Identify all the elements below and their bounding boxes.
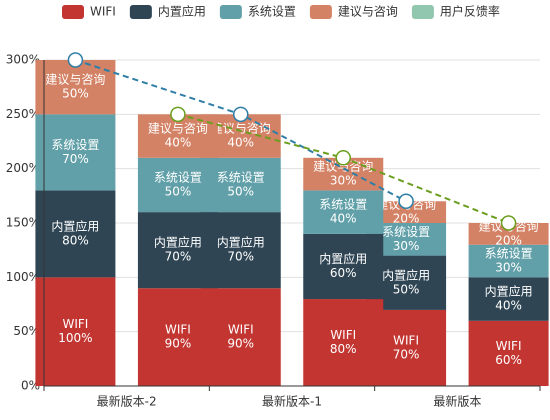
y-tick-label: 50%: [13, 324, 40, 338]
bar-series-label: 内置应用: [382, 267, 430, 282]
bar-series-label: 系统设置: [154, 170, 202, 184]
legend-label: 建议与咨询: [338, 4, 398, 19]
bar-series-label: WIFI: [62, 317, 88, 331]
bar-value-label: 90%: [165, 337, 192, 351]
bar-segment: [35, 277, 116, 386]
legend-label: 用户反馈率: [440, 4, 500, 19]
x-tick-label: 最新版本-2: [97, 394, 157, 409]
bar-series-label: 系统设置: [485, 247, 533, 261]
bar-series-label: 建议与咨询: [211, 121, 271, 136]
bar-value-label: 70%: [393, 347, 420, 361]
bar-value-label: 90%: [227, 337, 254, 351]
legend-label: 内置应用: [158, 4, 206, 19]
legend-swatch: [411, 5, 434, 19]
y-tick-label: 0%: [21, 379, 40, 393]
bar-series-label: WIFI: [228, 323, 254, 337]
bar-series-label: 内置应用: [217, 235, 265, 250]
bar-value-label: 40%: [165, 136, 192, 150]
bar-value-label: 60%: [495, 353, 522, 367]
bar-value-label: 80%: [330, 342, 357, 356]
bar-value-label: 50%: [62, 87, 89, 101]
y-tick-label: 300%: [6, 53, 40, 67]
bar-value-label: 50%: [227, 184, 254, 198]
bar-series-label: 内置应用: [319, 251, 367, 266]
line-marker: [232, 106, 249, 123]
bar-segment: [35, 114, 116, 191]
bar-segment: [35, 60, 116, 115]
bar-segment: [303, 299, 384, 386]
bar-segment: [468, 244, 549, 278]
bar-series-label: 内置应用: [485, 284, 533, 299]
bar-value-label: 40%: [330, 212, 357, 226]
bar-value-label: 30%: [495, 261, 522, 275]
bar-value-label: 30%: [330, 174, 357, 188]
legend-swatch: [309, 5, 332, 19]
bar-segment: [303, 190, 384, 234]
bar-value-label: 30%: [393, 239, 420, 253]
bar-series-label: WIFI: [496, 339, 522, 353]
bar-value-label: 20%: [393, 212, 420, 226]
bar-segment: [137, 288, 218, 386]
bar-series-label: 系统设置: [217, 170, 265, 184]
bar-series-label: 系统设置: [51, 138, 99, 152]
line-marker: [170, 106, 186, 123]
bar-value-label: 100%: [58, 331, 92, 345]
bar-series-label: WIFI: [165, 323, 191, 337]
bar-value-label: 80%: [62, 233, 89, 247]
bar-series-label: 内置应用: [154, 235, 202, 250]
bar-value-label: 40%: [227, 136, 254, 150]
bar-series-label: WIFI: [393, 333, 419, 347]
legend-swatch: [219, 5, 242, 19]
bar-series-label: WIFI: [330, 328, 356, 342]
bar-series-label: 系统设置: [382, 225, 430, 239]
x-tick-label: 最新版本-1: [262, 394, 322, 409]
legend-label: WIFI: [90, 5, 116, 19]
bar-segment: [137, 212, 218, 289]
bar-value-label: 70%: [62, 152, 89, 166]
y-tick-label: 250%: [6, 107, 40, 121]
bar-value-label: 20%: [495, 233, 522, 247]
bar-value-label: 50%: [393, 282, 420, 296]
bar-segment: [137, 157, 218, 213]
bar-segment: [468, 277, 549, 321]
bar-series-label: 建议与咨询: [313, 159, 373, 174]
bar-segment: [468, 223, 549, 245]
bar-value-label: 70%: [227, 250, 254, 264]
y-tick-label: 150%: [6, 216, 40, 230]
bar-value-label: 60%: [330, 266, 357, 280]
bar-series-label: 建议与咨询: [148, 121, 208, 136]
bar-series-label: 系统设置: [319, 198, 367, 212]
legend-swatch: [62, 5, 84, 19]
y-tick-label: 200%: [6, 161, 40, 175]
bar-segment: [35, 190, 116, 278]
legend-swatch: [129, 5, 152, 19]
bar-segment: [366, 201, 447, 223]
line-marker: [398, 193, 414, 210]
line-marker: [67, 52, 84, 68]
x-tick-label: 最新版本: [433, 394, 481, 409]
bar-value-label: 40%: [495, 299, 522, 313]
line-marker: [500, 215, 517, 231]
bar-series-label: 建议与咨询: [45, 72, 105, 87]
legend-label: 系统设置: [248, 5, 296, 19]
bar-value-label: 70%: [165, 250, 192, 264]
bar-value-label: 50%: [165, 184, 192, 198]
line-marker: [335, 150, 352, 166]
y-tick-label: 100%: [6, 270, 40, 284]
bar-segment: [303, 233, 384, 300]
bar-segment: [468, 320, 549, 386]
bar-series-label: 内置应用: [51, 218, 99, 233]
